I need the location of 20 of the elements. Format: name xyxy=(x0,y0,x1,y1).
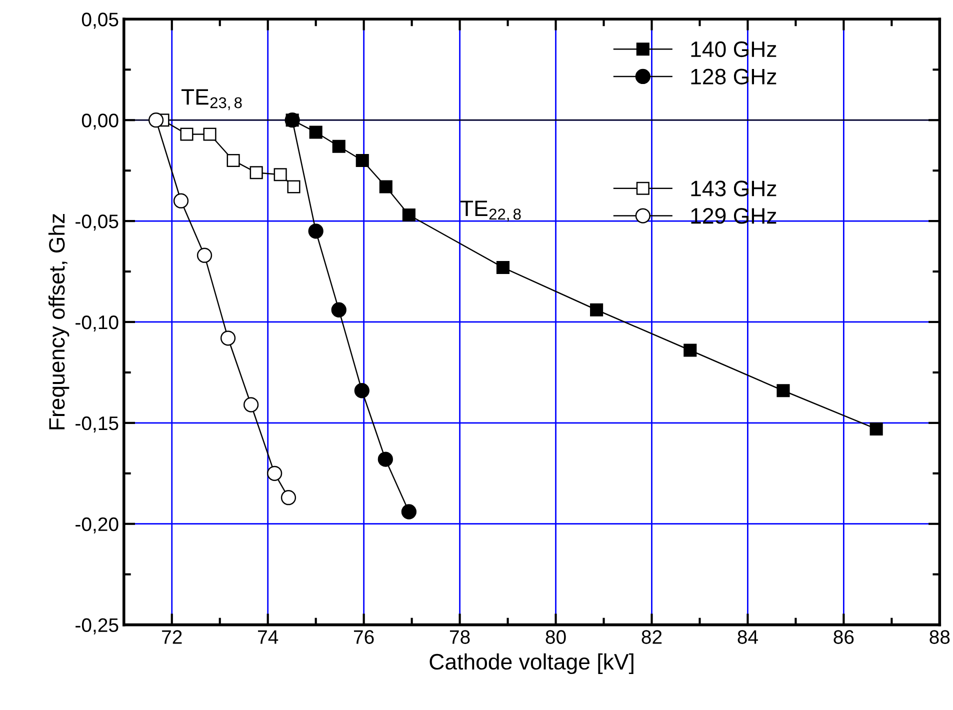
y-tick-label: -0,05 xyxy=(76,214,118,231)
y-tick-label: -0,10 xyxy=(76,315,118,332)
y-tick-label: -0,25 xyxy=(76,618,118,634)
x-tick-label: 80 xyxy=(546,630,566,644)
y-axis-title: Frequency offset, Ghz xyxy=(48,214,70,430)
x-tick-label: 82 xyxy=(642,630,662,644)
x-axis-title: Cathode voltage [kV] xyxy=(430,653,634,674)
x-tick-label: 78 xyxy=(450,630,470,644)
x-tick-label: 84 xyxy=(738,630,758,644)
y-tick-label: 0,05 xyxy=(82,12,118,29)
y-tick-label: 0,00 xyxy=(82,114,118,130)
annotation: TE$_{23,8}$ xyxy=(181,89,242,110)
x-tick-label: 72 xyxy=(162,630,182,644)
x-tick-label: 86 xyxy=(834,630,854,644)
x-tick-label: 74 xyxy=(258,630,278,644)
x-tick-label: 76 xyxy=(354,630,374,644)
x-tick-label: 88 xyxy=(930,630,950,644)
annotation: TE$_{22,8}$ xyxy=(460,200,521,222)
y-tick-label: -0,15 xyxy=(76,416,118,432)
y-tick-label: -0,20 xyxy=(76,517,118,534)
